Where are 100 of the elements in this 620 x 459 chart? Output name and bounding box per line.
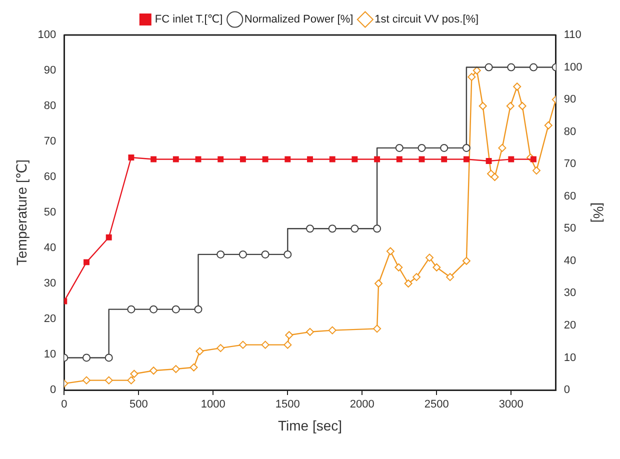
y2-tick-label: 0 xyxy=(564,384,570,396)
point xyxy=(150,305,158,314)
point xyxy=(307,156,313,162)
point xyxy=(441,156,448,162)
point xyxy=(418,144,426,152)
point xyxy=(190,363,198,372)
point xyxy=(238,250,247,258)
point xyxy=(350,224,359,233)
point xyxy=(472,66,481,74)
point xyxy=(240,156,246,162)
point xyxy=(104,376,113,384)
point xyxy=(104,354,113,362)
point xyxy=(374,156,380,162)
point xyxy=(261,250,270,258)
point xyxy=(532,166,540,175)
point xyxy=(196,347,204,356)
point xyxy=(373,324,382,333)
y2-tick-label: 70 xyxy=(564,158,576,170)
point xyxy=(508,156,514,162)
x-tick-label: 0 xyxy=(61,398,68,411)
point xyxy=(82,354,91,362)
point xyxy=(462,144,470,152)
point xyxy=(128,154,134,160)
y-tick-label: 80 xyxy=(44,100,56,112)
point xyxy=(328,326,336,334)
point xyxy=(328,224,336,233)
y2-tick-label: 50 xyxy=(564,222,576,235)
y2-tick-label: 80 xyxy=(564,126,576,138)
point xyxy=(285,331,294,340)
y2-tick-label: 10 xyxy=(564,352,576,364)
y-tick-label: 30 xyxy=(44,278,56,290)
x-tick-label: 1000 xyxy=(200,398,226,411)
point xyxy=(394,263,403,272)
point xyxy=(284,250,292,258)
y2-tick-label: 60 xyxy=(564,190,576,202)
point xyxy=(478,102,487,110)
point xyxy=(484,63,493,72)
y-axis-title: Temperature [℃] xyxy=(13,160,30,266)
y2-tick-label: 20 xyxy=(564,319,576,332)
point xyxy=(261,340,270,349)
x-tick-label: 3000 xyxy=(498,398,524,411)
legend-label: 1st circuit VV pos.[%] xyxy=(374,14,479,26)
point xyxy=(463,156,470,162)
point xyxy=(530,156,536,162)
point xyxy=(306,224,314,233)
y-tick-label: 60 xyxy=(44,171,56,184)
point xyxy=(513,82,522,91)
point xyxy=(127,376,136,384)
point xyxy=(518,102,526,110)
y2-tick-label: 30 xyxy=(564,287,576,300)
point xyxy=(507,63,516,72)
point xyxy=(216,344,225,352)
point xyxy=(238,340,247,349)
y2-axis-title: [%] xyxy=(590,202,607,223)
point xyxy=(425,254,434,262)
legend-label: FC inlet T.[℃] xyxy=(154,14,223,26)
point xyxy=(284,156,291,162)
point xyxy=(172,156,179,162)
point xyxy=(373,224,382,233)
point xyxy=(490,173,499,181)
point xyxy=(486,158,492,164)
point xyxy=(130,370,138,378)
point xyxy=(404,280,412,288)
point xyxy=(194,305,202,314)
point xyxy=(529,63,538,72)
point xyxy=(506,102,514,110)
y2-tick-label: 110 xyxy=(564,29,582,42)
point xyxy=(462,256,470,265)
point xyxy=(396,156,402,162)
y2-tick-label: 100 xyxy=(564,61,582,74)
point xyxy=(440,144,448,152)
y2-tick-label: 40 xyxy=(564,254,576,267)
point xyxy=(498,144,506,152)
y-tick-label: 10 xyxy=(44,348,56,361)
point xyxy=(82,376,91,384)
point xyxy=(127,305,136,314)
point xyxy=(432,263,441,272)
y-tick-label: 0 xyxy=(50,384,56,396)
point xyxy=(150,366,158,375)
x-tick-label: 500 xyxy=(129,398,148,411)
point xyxy=(544,121,552,130)
legend-label: Normalized Power [%] xyxy=(244,14,354,26)
x-tick-label: 2000 xyxy=(350,398,374,411)
y-tick-label: 70 xyxy=(44,136,56,148)
point xyxy=(412,273,421,282)
point xyxy=(374,280,383,288)
y-tick-label: 90 xyxy=(44,64,56,77)
point xyxy=(262,156,268,162)
point xyxy=(218,156,224,162)
point xyxy=(306,328,314,336)
y-tick-label: 20 xyxy=(44,313,56,326)
x-tick-label: 2500 xyxy=(424,398,449,411)
point xyxy=(172,305,180,314)
y2-tick-label: 90 xyxy=(564,94,576,106)
point xyxy=(106,234,112,240)
x-tick-label: 1500 xyxy=(275,398,300,411)
y-tick-label: 100 xyxy=(38,29,56,42)
point xyxy=(446,273,454,282)
point xyxy=(352,156,358,162)
y-tick-label: 40 xyxy=(44,242,56,254)
